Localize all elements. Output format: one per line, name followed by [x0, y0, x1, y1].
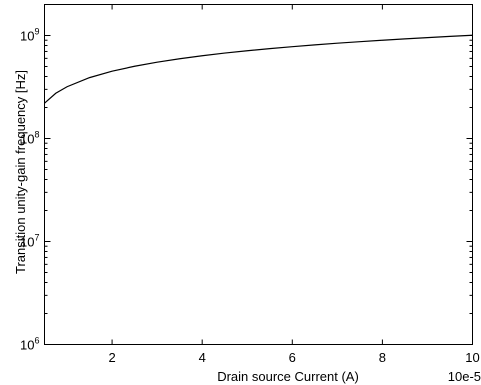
y-axis-label: Transition unity-gain frequency [Hz] [13, 70, 28, 274]
x-tick-labels: 2 4 6 8 10 [108, 350, 479, 365]
y-tick-label: 108 [20, 130, 39, 147]
y-tick-label: 106 [20, 336, 39, 353]
axis-ticks [44, 4, 473, 345]
series-layer [44, 34, 473, 104]
x-tick-label: 2 [108, 350, 115, 365]
x-axis-multiplier: 10e-5 [448, 369, 481, 384]
x-tick-label: 8 [379, 350, 386, 365]
x-tick-label: 10 [465, 350, 479, 365]
x-tick-label: 4 [199, 350, 206, 365]
y-tick-label: 109 [20, 27, 39, 44]
y-tick-labels: 106 107 108 109 [20, 27, 39, 353]
plot-frame [44, 4, 473, 345]
y-tick-label: 107 [20, 233, 39, 250]
series-line [44, 34, 473, 104]
x-axis-label: Drain source Current (A) [217, 369, 359, 384]
x-tick-label: 6 [289, 350, 296, 365]
